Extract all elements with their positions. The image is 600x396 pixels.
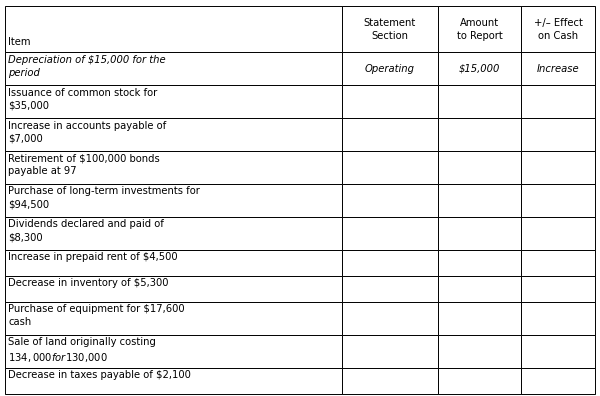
Bar: [342, 217, 438, 250]
Text: Amount
to Report: Amount to Report: [457, 17, 502, 41]
Bar: [342, 250, 438, 276]
Text: Decrease in inventory of $5,300: Decrease in inventory of $5,300: [8, 278, 169, 288]
Bar: [521, 368, 595, 394]
Bar: [342, 118, 438, 151]
Bar: [342, 6, 438, 52]
Bar: [342, 368, 438, 394]
Text: Increase: Increase: [536, 64, 580, 74]
Bar: [438, 118, 521, 151]
Text: +/– Effect
on Cash: +/– Effect on Cash: [533, 17, 583, 41]
Bar: [521, 302, 595, 335]
Bar: [5, 118, 342, 151]
Bar: [438, 6, 521, 52]
Bar: [438, 217, 521, 250]
Text: Depreciation of $15,000 for the
period: Depreciation of $15,000 for the period: [8, 55, 166, 78]
Bar: [342, 52, 438, 85]
Text: Purchase of long-term investments for
$94,500: Purchase of long-term investments for $9…: [8, 187, 200, 209]
Bar: [521, 118, 595, 151]
Bar: [5, 368, 342, 394]
Bar: [521, 276, 595, 302]
Bar: [342, 85, 438, 118]
Text: Decrease in taxes payable of $2,100: Decrease in taxes payable of $2,100: [8, 370, 191, 380]
Bar: [5, 302, 342, 335]
Bar: [521, 335, 595, 368]
Bar: [438, 250, 521, 276]
Bar: [438, 276, 521, 302]
Bar: [521, 184, 595, 217]
Bar: [521, 6, 595, 52]
Bar: [5, 335, 342, 368]
Bar: [521, 85, 595, 118]
Bar: [5, 276, 342, 302]
Bar: [5, 85, 342, 118]
Bar: [5, 217, 342, 250]
Bar: [438, 335, 521, 368]
Text: Issuance of common stock for
$35,000: Issuance of common stock for $35,000: [8, 88, 158, 110]
Text: Dividends declared and paid of
$8,300: Dividends declared and paid of $8,300: [8, 219, 164, 242]
Bar: [5, 52, 342, 85]
Text: Statement
Section: Statement Section: [364, 17, 416, 41]
Bar: [342, 184, 438, 217]
Bar: [342, 276, 438, 302]
Bar: [438, 151, 521, 184]
Text: Operating: Operating: [365, 64, 415, 74]
Bar: [342, 151, 438, 184]
Bar: [438, 85, 521, 118]
Bar: [5, 250, 342, 276]
Text: Retirement of $100,000 bonds
payable at 97: Retirement of $100,000 bonds payable at …: [8, 153, 160, 176]
Bar: [521, 217, 595, 250]
Bar: [438, 302, 521, 335]
Text: Sale of land originally costing
$134,000 for $130,000: Sale of land originally costing $134,000…: [8, 337, 156, 364]
Bar: [5, 151, 342, 184]
Bar: [342, 335, 438, 368]
Bar: [438, 52, 521, 85]
Bar: [5, 184, 342, 217]
Text: Increase in accounts payable of
$7,000: Increase in accounts payable of $7,000: [8, 120, 167, 143]
Bar: [521, 250, 595, 276]
Text: Item: Item: [8, 37, 31, 47]
Bar: [342, 302, 438, 335]
Bar: [521, 151, 595, 184]
Bar: [521, 52, 595, 85]
Text: Increase in prepaid rent of $4,500: Increase in prepaid rent of $4,500: [8, 252, 178, 262]
Text: Purchase of equipment for $17,600
cash: Purchase of equipment for $17,600 cash: [8, 305, 185, 327]
Bar: [5, 6, 342, 52]
Bar: [438, 184, 521, 217]
Bar: [438, 368, 521, 394]
Text: $15,000: $15,000: [459, 64, 500, 74]
